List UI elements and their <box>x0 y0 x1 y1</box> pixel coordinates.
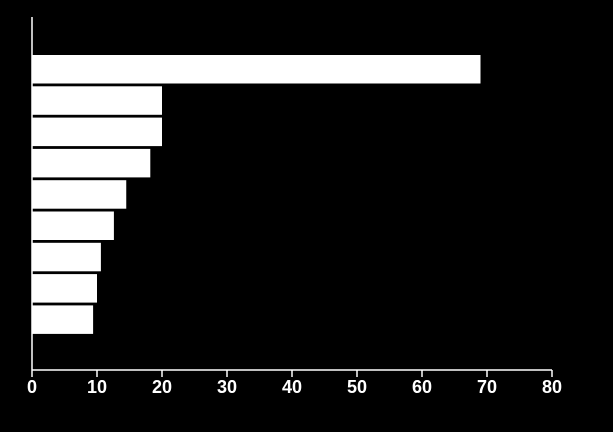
x-tick-label: 50 <box>347 377 367 397</box>
x-tick-label: 20 <box>152 377 172 397</box>
bar <box>32 117 162 147</box>
bar <box>32 180 127 209</box>
x-tick-label: 80 <box>542 377 562 397</box>
bar <box>32 274 97 303</box>
x-tick-label: 60 <box>412 377 432 397</box>
bar <box>32 86 162 115</box>
bar <box>32 55 481 84</box>
x-tick-label: 0 <box>27 377 37 397</box>
x-tick-label: 70 <box>477 377 497 397</box>
bar <box>32 148 151 178</box>
x-tick-label: 30 <box>217 377 237 397</box>
x-tick-label: 10 <box>87 377 107 397</box>
x-tick-label: 40 <box>282 377 302 397</box>
bar <box>32 211 114 240</box>
bar <box>32 242 101 272</box>
bar <box>32 305 94 334</box>
